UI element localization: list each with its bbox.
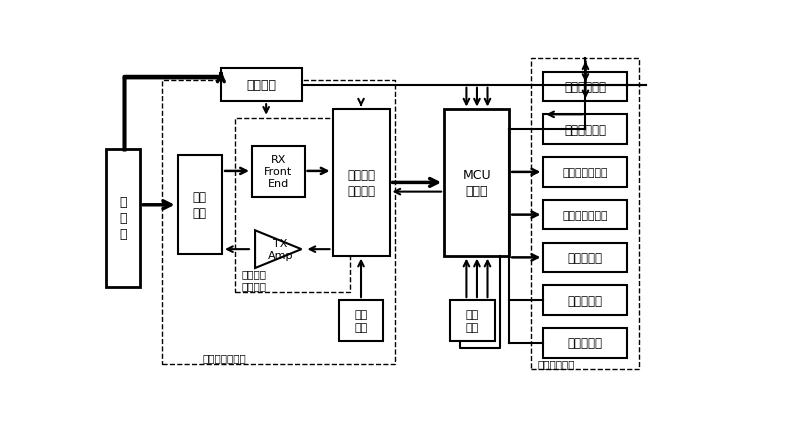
Bar <box>333 110 390 256</box>
Bar <box>543 158 627 187</box>
Bar <box>178 156 222 254</box>
Bar <box>543 243 627 273</box>
Bar <box>531 59 639 369</box>
Bar <box>444 110 510 256</box>
Text: 电
力
线: 电 力 线 <box>119 196 127 241</box>
Bar <box>543 286 627 315</box>
Bar <box>235 118 350 292</box>
Bar <box>543 115 627 144</box>
Text: 复位
电路: 复位 电路 <box>354 310 368 332</box>
Text: 温湿度传感器: 温湿度传感器 <box>564 81 606 94</box>
Bar <box>162 81 394 364</box>
Text: 红外发送器: 红外发送器 <box>568 251 602 264</box>
Text: 功能扩展电路: 功能扩展电路 <box>537 358 574 368</box>
Text: 开关电源: 开关电源 <box>246 79 276 92</box>
Text: 功能键模块: 功能键模块 <box>568 337 602 350</box>
Bar <box>106 150 140 287</box>
Bar <box>543 200 627 230</box>
Text: RX
Front
End: RX Front End <box>264 154 292 189</box>
Text: 功率测量模块: 功率测量模块 <box>564 124 606 136</box>
Bar <box>252 146 305 197</box>
Bar <box>221 69 302 102</box>
Bar <box>543 72 627 102</box>
Bar <box>543 328 627 358</box>
Text: 继电器输出模块: 继电器输出模块 <box>562 167 608 178</box>
Polygon shape <box>255 231 302 268</box>
Bar <box>450 300 495 341</box>
Text: 电力线传输模块: 电力线传输模块 <box>202 353 246 363</box>
Text: 红外接收器: 红外接收器 <box>568 294 602 307</box>
Text: 智能电力
线收发器: 智能电力 线收发器 <box>347 169 375 198</box>
Text: 复位
电路: 复位 电路 <box>466 310 479 332</box>
Text: 数码管显示模块: 数码管显示模块 <box>562 210 608 220</box>
Text: TX
Amp: TX Amp <box>268 239 294 260</box>
Text: 分离器件
接口电路: 分离器件 接口电路 <box>242 269 266 291</box>
Text: MCU
控制器: MCU 控制器 <box>462 169 491 198</box>
Text: 耦合
电路: 耦合 电路 <box>193 191 207 220</box>
Bar <box>338 300 383 341</box>
